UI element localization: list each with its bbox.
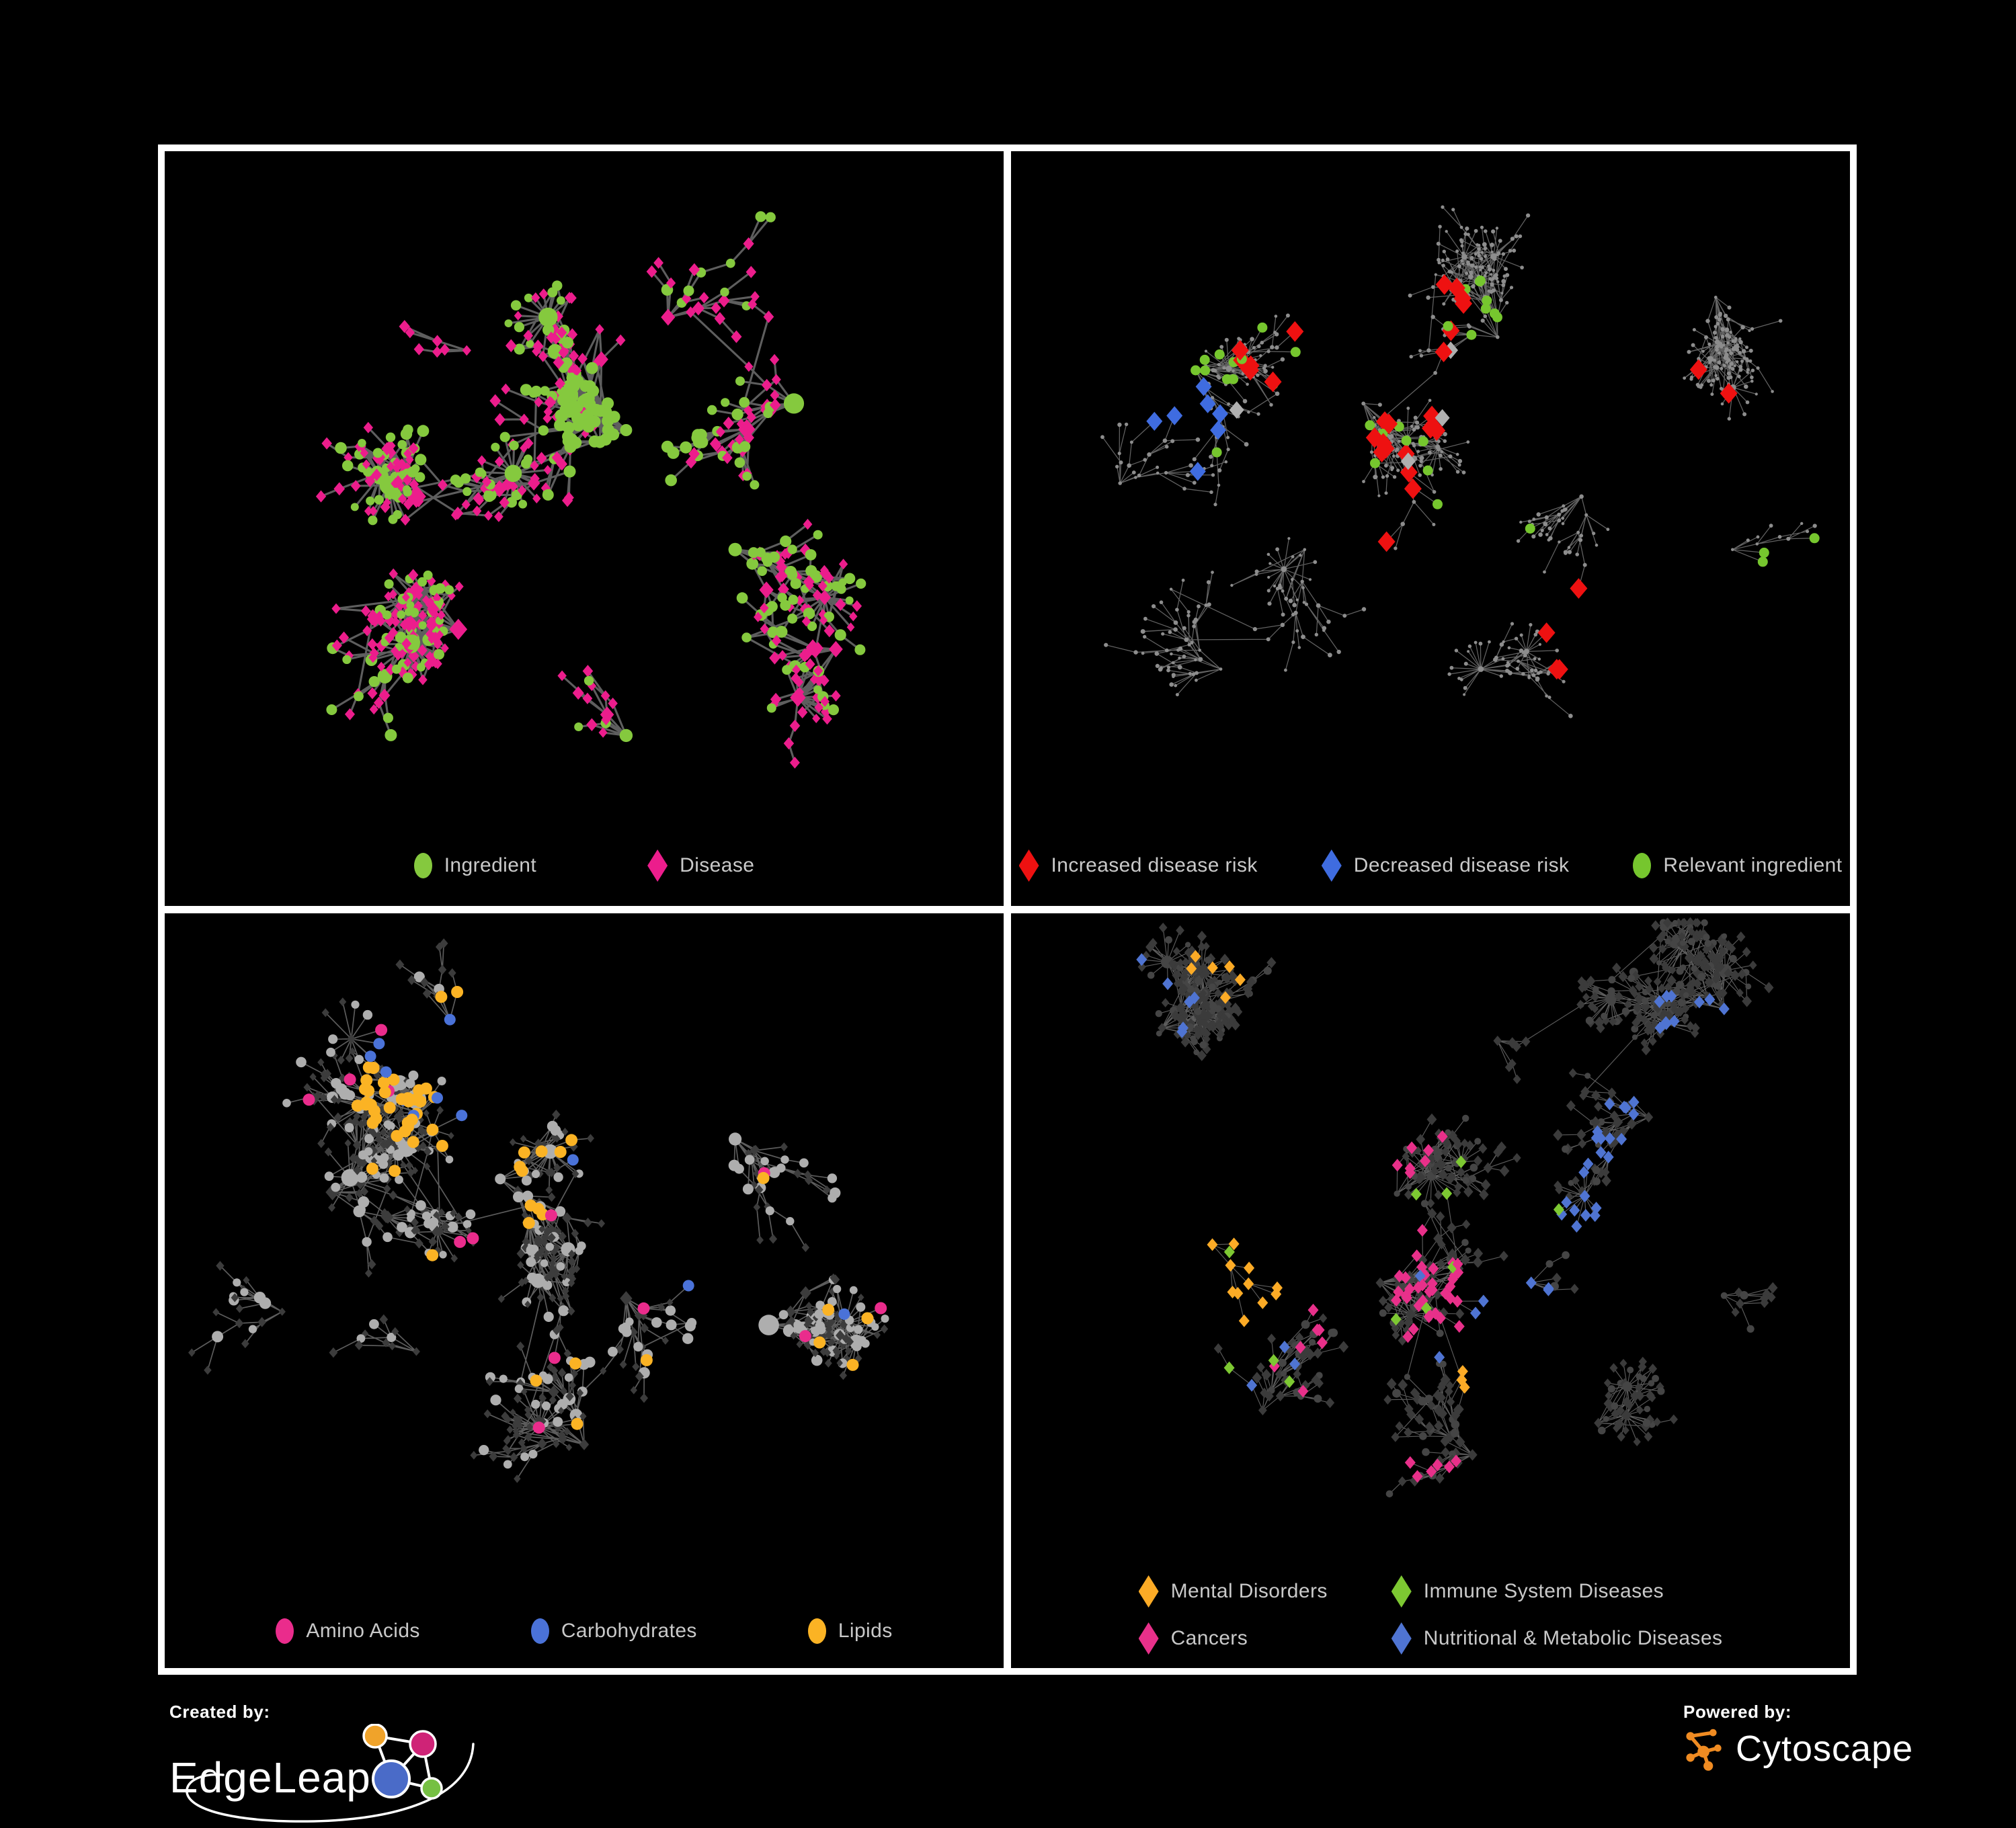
cytoscape-credit: Powered by: Cytoscape (1683, 1702, 1913, 1771)
legend-label: Nutritional & Metabolic Diseases (1423, 1627, 1723, 1649)
increased-risk-diamond-swatch-icon (1018, 849, 1039, 882)
disease-diamond-swatch-icon (647, 849, 668, 882)
legend-disease-classes: Mental Disorders Immune System Diseases … (1019, 1575, 1842, 1655)
created-by-label: Created by: (169, 1702, 270, 1722)
ingredient-disease-network-graph (315, 211, 866, 769)
legend-item: Cancers (1138, 1622, 1328, 1655)
cytoscape-wordmark: Cytoscape (1736, 1729, 1914, 1769)
panel-ingredient-disease: Ingredient Disease (165, 151, 1004, 906)
legend-nutrient-classes: Amino Acids Carbohydrates Lipids (173, 1618, 996, 1644)
panel-disease-risk: Increased disease risk Decreased disease… (1011, 151, 1850, 906)
mental-disorders-diamond-swatch-icon (1138, 1575, 1159, 1608)
decreased-risk-diamond-swatch-icon (1321, 849, 1342, 882)
cytoscape-brand-row: Cytoscape (1683, 1727, 1913, 1771)
legend-item: Lipids (807, 1618, 893, 1644)
figure-grid: Ingredient Disease Increased disease ris… (158, 144, 1857, 1675)
lipids-circle-swatch-icon (807, 1618, 826, 1644)
nutritional-metabolic-diamond-swatch-icon (1391, 1622, 1412, 1655)
legend-label: Disease (680, 854, 755, 876)
legend-ingredient-disease: Ingredient Disease (173, 849, 996, 882)
legend-label: Ingredient (444, 854, 537, 876)
legend-item: Nutritional & Metabolic Diseases (1391, 1622, 1723, 1655)
legend-label: Mental Disorders (1170, 1580, 1328, 1602)
disease-classes-network-graph (1136, 917, 1778, 1498)
ingredient-circle-swatch-icon (413, 853, 432, 878)
legend-label: Amino Acids (306, 1620, 420, 1642)
edgeleap-wordmark: EdgeLeap (169, 1753, 371, 1802)
legend-label: Immune System Diseases (1423, 1580, 1664, 1602)
edgeleap-credit: Created by: EdgeLeap (169, 1702, 485, 1828)
legend-label: Increased disease risk (1051, 854, 1258, 876)
edgeleap-logo-icon: EdgeLeap (169, 1723, 475, 1823)
panel-nutrient-classes: Amino Acids Carbohydrates Lipids (165, 913, 1004, 1668)
powered-by-label: Powered by: (1683, 1702, 1792, 1722)
legend-item: Amino Acids (276, 1618, 419, 1644)
legend-item: Relevant ingredient (1633, 853, 1842, 878)
legend-label: Cancers (1170, 1627, 1248, 1649)
amino-acids-circle-swatch-icon (276, 1618, 294, 1644)
panel-disease-classes: Mental Disorders Immune System Diseases … (1011, 913, 1850, 1668)
legend-item: Immune System Diseases (1391, 1575, 1723, 1608)
legend-item: Increased disease risk (1018, 849, 1258, 882)
legend-label: Decreased disease risk (1353, 854, 1570, 876)
disease-risk-network-graph (1100, 205, 1820, 718)
legend-label: Carbohydrates (561, 1620, 697, 1642)
cytoscape-logo-icon (1686, 1729, 1722, 1771)
relevant-ingredient-circle-swatch-icon (1633, 853, 1652, 878)
legend-label: Lipids (838, 1620, 893, 1642)
carbohydrates-circle-swatch-icon (530, 1618, 549, 1644)
legend-item: Disease (647, 849, 754, 882)
legend-item: Mental Disorders (1138, 1575, 1328, 1608)
nutrient-classes-network-graph (188, 938, 889, 1483)
legend-item: Decreased disease risk (1321, 849, 1570, 882)
legend-item: Carbohydrates (530, 1618, 697, 1644)
immune-system-diamond-swatch-icon (1391, 1575, 1412, 1608)
cancers-diamond-swatch-icon (1138, 1622, 1159, 1655)
legend-disease-risk: Increased disease risk Decreased disease… (1018, 849, 1842, 882)
legend-item: Ingredient (413, 853, 537, 878)
legend-label: Relevant ingredient (1663, 854, 1843, 876)
